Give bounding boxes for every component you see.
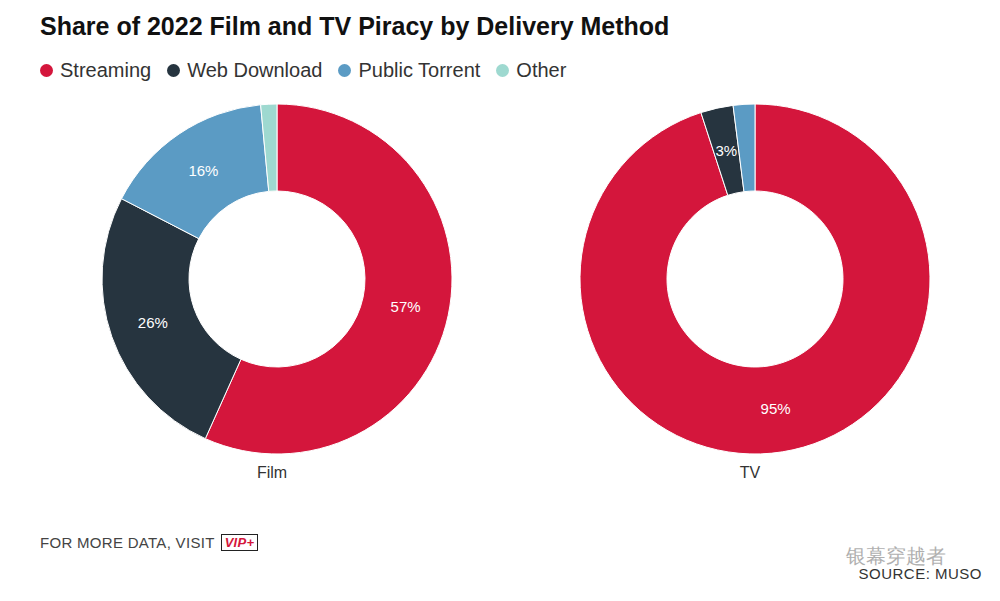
svg-text:57%: 57% (391, 298, 421, 315)
html-text:FOR MORE DATA, VISIT: FOR MORE DATA, VISIT (40, 534, 215, 551)
html-text:Web Download: Web Download (187, 59, 323, 81)
svg-text:26%: 26% (138, 314, 168, 331)
html-text:Other: Other (516, 59, 567, 81)
html-text:Share of 2022 Film and TV Pira: Share of 2022 Film and TV Piracy by Deli… (40, 12, 670, 40)
html-text:Streaming: Streaming (60, 59, 152, 81)
svg-text:95%: 95% (761, 400, 791, 417)
html-text:TV: TV (739, 464, 761, 481)
html-text:VIP+: VIP+ (224, 535, 255, 550)
html-text:银幕穿越者: 银幕穿越者 (846, 545, 946, 567)
html-text:Film: Film (256, 464, 288, 481)
svg-text:3%: 3% (715, 142, 737, 159)
html-text:Public Torrent: Public Torrent (358, 59, 481, 81)
html-text:SOURCE: MUSO: SOURCE: MUSO (858, 565, 982, 582)
svg-text:16%: 16% (188, 162, 218, 179)
